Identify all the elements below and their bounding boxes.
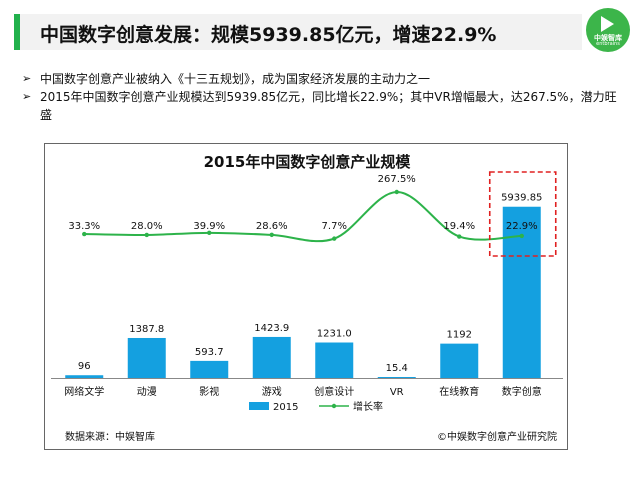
x-tick-label-0: 网络文学: [64, 385, 104, 398]
x-tick-label-4: 创意设计: [314, 385, 354, 398]
bar-3: [252, 336, 291, 378]
bullet-text: 2015年中国数字创意产业规模达到5939.85亿元，同比增长22.9%；其中V…: [40, 90, 617, 122]
bar-5: [377, 377, 416, 378]
bar-label-7: 5939.85: [501, 193, 542, 204]
x-tick-label-5: VR: [390, 387, 404, 398]
arrow-right-icon: ➢: [22, 72, 32, 85]
chart-svg: 2015年中国数字创意产业规模 96 网络文学 1387.8 动漫 593.7 影视 1423…: [51, 153, 563, 443]
brand-logo: 中娱智库 entbrains: [586, 8, 630, 52]
x-tick-label-7: 数字创意: [502, 385, 542, 398]
line-point-0: [82, 231, 87, 237]
line-point-1: [144, 232, 149, 238]
line-label-1: 28.0%: [131, 221, 163, 232]
bullet-list: ➢ 中国数字创意产业被纳入《十三五规划》，成为国家经济发展的主动力之一 ➢ 20…: [22, 70, 622, 124]
bullet-item: ➢ 2015年中国数字创意产业规模达到5939.85亿元，同比增长22.9%；其…: [22, 88, 622, 124]
source-text: 数据来源：中娱智库: [65, 430, 155, 443]
line-point-7: [519, 233, 524, 239]
copyright-text: ©中娱数字创意产业研究院: [437, 430, 557, 443]
series-line-growth: [84, 190, 522, 243]
bar-7: [502, 206, 541, 378]
highlight-box: [488, 171, 557, 257]
chart-title: 2015年中国数字创意产业规模: [204, 153, 412, 171]
bullet-text: 中国数字创意产业被纳入《十三五规划》，成为国家经济发展的主动力之一: [40, 72, 431, 86]
line-point-5: [394, 189, 399, 195]
line-label-7: 22.9%: [506, 221, 538, 232]
bar-label-3: 1423.9: [254, 323, 289, 334]
legend-bar-swatch: [249, 402, 269, 410]
bar-label-1: 1387.8: [129, 324, 164, 335]
arrow-right-icon: ➢: [22, 90, 32, 103]
legend-line-label: 增长率: [353, 400, 383, 413]
x-tick-label-3: 游戏: [262, 385, 282, 398]
line-label-4: 7.7%: [322, 221, 347, 232]
x-tick-label-1: 动漫: [137, 386, 157, 398]
line-label-0: 33.3%: [68, 221, 100, 232]
legend-line-marker: [331, 403, 337, 409]
bar-6: [440, 343, 479, 378]
bar-label-2: 593.7: [195, 347, 224, 358]
line-point-3: [269, 232, 274, 238]
bar-2: [190, 360, 229, 378]
x-tick-label-2: 影视: [199, 385, 219, 398]
bar-label-4: 1231.0: [317, 329, 352, 340]
line-point-4: [332, 236, 337, 241]
title-bar: 中国数字创意发展：规模5939.85亿元，增速22.9%: [14, 14, 582, 50]
legend-bar-label: 2015: [273, 402, 298, 413]
bar-label-5: 15.4: [386, 363, 408, 374]
bar-label-0: 96: [78, 361, 91, 372]
logo-name: 中娱智库: [594, 34, 622, 42]
page-title: 中国数字创意发展：规模5939.85亿元，增速22.9%: [40, 24, 497, 46]
chart-frame: 2015年中国数字创意产业规模 96 网络文学 1387.8 动漫 593.7 影视 1423…: [44, 143, 568, 450]
bullet-item: ➢ 中国数字创意产业被纳入《十三五规划》，成为国家经济发展的主动力之一: [22, 70, 622, 88]
line-label-6: 19.4%: [443, 221, 475, 232]
bar-1: [127, 337, 166, 378]
line-point-2: [207, 230, 212, 236]
line-point-6: [457, 234, 462, 239]
line-label-5: 267.5%: [378, 174, 416, 185]
line-label-2: 39.9%: [193, 221, 225, 232]
x-tick-label-6: 在线教育: [439, 385, 479, 398]
line-label-3: 28.6%: [256, 221, 288, 232]
bar-4: [315, 342, 354, 378]
logo-en: entbrains: [596, 41, 620, 47]
bar-0: [65, 375, 104, 378]
bar-label-6: 1192: [447, 330, 472, 341]
play-icon: [601, 16, 614, 32]
